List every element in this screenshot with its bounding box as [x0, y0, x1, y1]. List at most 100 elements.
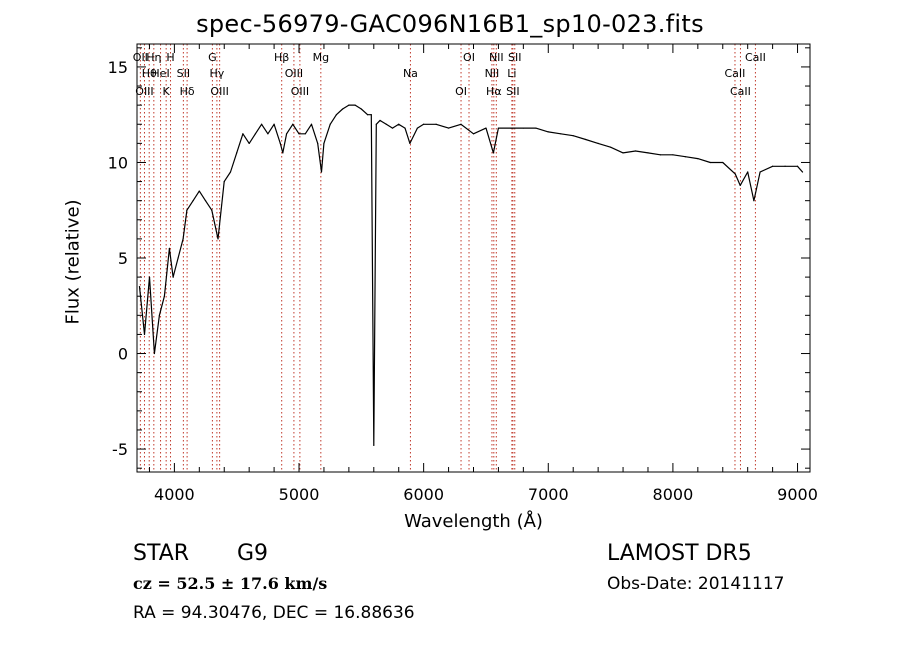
data-point	[634, 150, 637, 152]
line-label: CaII	[725, 67, 746, 80]
line-label: OIII	[135, 85, 153, 98]
line-label: OIII	[285, 67, 303, 80]
data-point	[211, 209, 213, 211]
survey-name: LAMOST DR5	[607, 541, 752, 566]
data-point	[375, 123, 377, 125]
data-point	[801, 171, 804, 173]
line-label: NII	[485, 67, 500, 80]
line-label: Hη	[146, 51, 161, 64]
data-point	[360, 108, 362, 110]
y-tick-label: 10	[108, 153, 128, 172]
data-point	[460, 123, 462, 125]
line-label: OI	[455, 85, 467, 98]
y-tick-label: -5	[112, 440, 128, 459]
data-point	[497, 127, 500, 129]
line-label: CaII	[730, 85, 751, 98]
data-point	[684, 156, 686, 158]
data-point	[398, 123, 400, 125]
data-point	[204, 200, 207, 202]
data-point	[198, 190, 200, 192]
data-point	[784, 165, 786, 167]
plot-axes: 4000 5000 6000 7000 8000 9000 -5 0 5 10 15	[108, 43, 818, 504]
line-label: K	[163, 85, 171, 98]
data-point	[485, 127, 487, 129]
data-point	[172, 276, 174, 278]
y-tick-label: 0	[118, 345, 128, 364]
data-point	[279, 142, 281, 144]
data-point	[320, 171, 323, 173]
data-point	[585, 138, 587, 141]
y-tick-label: 15	[108, 58, 128, 77]
data-point	[423, 123, 425, 125]
data-point	[379, 119, 381, 122]
line-label: OIII	[210, 85, 228, 98]
data-point	[759, 171, 761, 173]
data-point	[342, 108, 344, 110]
data-point	[416, 127, 419, 129]
data-point	[323, 142, 325, 144]
line-label: Na	[403, 67, 418, 80]
data-point	[242, 133, 244, 135]
data-point	[182, 238, 184, 240]
obs-date: Obs-Date: 20141117	[607, 574, 785, 594]
data-point	[153, 352, 156, 355]
spectral-line-labels: OIIHθOIIIHηHeIKHSIIHδGHγOIIIHβOIIIOIIIMg…	[133, 51, 766, 98]
data-point	[547, 131, 549, 133]
data-point	[229, 171, 232, 173]
data-point	[385, 123, 387, 125]
data-point	[747, 171, 749, 173]
data-point	[373, 444, 375, 446]
data-point	[560, 133, 562, 135]
data-point	[772, 165, 774, 167]
chart-title: spec-56979-GAC096N16B1_sp10-023.fits	[196, 10, 704, 38]
data-point	[370, 114, 372, 116]
data-point	[622, 152, 624, 154]
data-point	[335, 114, 338, 116]
data-point	[722, 161, 724, 164]
line-label: H	[166, 51, 174, 64]
y-tick-label: 5	[118, 249, 128, 268]
redshift-cz: cz = 52.5 ± 17.6 km/s	[133, 574, 327, 594]
line-label: Hγ	[209, 67, 224, 80]
data-point	[223, 180, 225, 183]
cz-value: cz = 52.5 ± 17.6 km/s	[133, 574, 328, 593]
x-tick-label: 9000	[777, 485, 818, 504]
object-subclass: G9	[237, 541, 269, 566]
data-point	[273, 123, 275, 125]
data-point	[261, 123, 263, 125]
data-point	[143, 333, 146, 336]
line-label: Mg	[313, 51, 329, 64]
data-point	[163, 295, 166, 297]
data-point	[248, 142, 250, 144]
x-tick-label: 8000	[653, 485, 694, 504]
data-point	[472, 133, 475, 135]
data-point	[597, 142, 599, 144]
line-label: Hα	[486, 85, 502, 98]
x-tick-label: 4000	[154, 485, 195, 504]
data-point	[148, 276, 151, 278]
data-point	[647, 152, 649, 154]
data-point	[254, 133, 256, 135]
object-class: STAR	[133, 541, 190, 566]
data-point	[522, 127, 524, 129]
data-point	[168, 247, 171, 250]
data-point	[236, 152, 238, 154]
spectrum-line	[138, 104, 803, 446]
data-point	[739, 184, 741, 186]
data-point	[492, 152, 495, 154]
data-point	[391, 127, 394, 129]
data-point	[310, 123, 313, 125]
sky-coordinates: RA = 94.30476, DEC = 16.88636	[133, 603, 415, 623]
spectrum-trace	[138, 104, 804, 446]
data-point	[753, 200, 755, 202]
data-point	[404, 127, 406, 129]
line-label: NII	[489, 51, 504, 64]
data-point	[435, 123, 437, 125]
spectral-line-markers	[139, 44, 756, 472]
data-point	[317, 142, 319, 144]
data-point	[409, 142, 411, 144]
line-label: Hθ	[142, 67, 157, 80]
line-label: SII	[177, 67, 190, 80]
x-tick-label: 5000	[279, 485, 320, 504]
